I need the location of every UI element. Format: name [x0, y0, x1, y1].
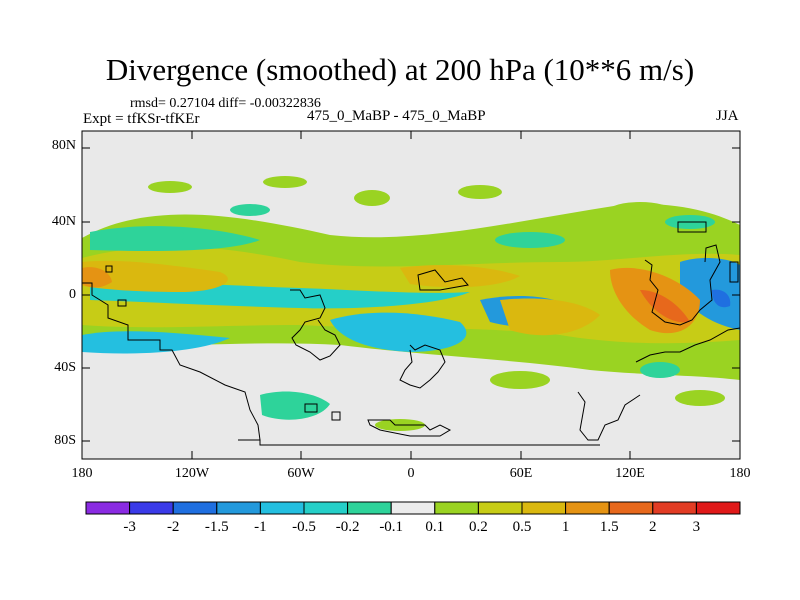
shading-negative-pacific-core — [712, 289, 731, 308]
lat-tick-0: 0 — [69, 287, 76, 302]
colorbar-label: 1 — [561, 519, 570, 535]
colorbar-label: -0.2 — [335, 519, 360, 535]
shading-patch — [495, 232, 565, 248]
shading-patch — [490, 371, 550, 389]
coastline-asia-east — [644, 244, 721, 326]
coastline-island — [117, 299, 127, 307]
lat-tick-40n: 40N — [51, 214, 76, 229]
latitude-tick-marks — [82, 147, 740, 442]
colorbar-swatch — [129, 501, 174, 515]
map-panel — [81, 130, 741, 460]
coastline-island — [729, 261, 739, 283]
shading-negative-southern — [260, 391, 330, 420]
longitude-tick-marks — [81, 131, 741, 459]
colorbar-swatch — [172, 501, 218, 515]
coastline-north-africa — [417, 269, 469, 291]
colorbar-label: 2 — [649, 519, 657, 535]
coastlines — [82, 221, 740, 446]
lon-tick-60w: 60W — [287, 466, 315, 481]
shading-patch — [354, 190, 390, 206]
colorbar-swatch — [259, 501, 305, 515]
coastline-africa — [399, 344, 446, 389]
lat-tick-80n: 80N — [51, 138, 76, 153]
shading-patch — [640, 362, 680, 378]
coastline-antarctica — [238, 439, 600, 446]
shading-positive-west — [82, 260, 228, 292]
colorbar-label: -1 — [254, 519, 267, 535]
colorbar-label: -2 — [166, 519, 180, 535]
shading-patch — [610, 202, 670, 218]
season-label: JJA — [716, 108, 739, 124]
coastline-australia — [635, 327, 740, 363]
shading-patch — [115, 227, 185, 245]
lon-tick-180w: 180 — [71, 466, 93, 481]
shading-patch — [230, 204, 270, 216]
lon-tick-120w: 120W — [174, 466, 210, 481]
shading-positive-central — [400, 265, 520, 288]
shading-patch — [458, 185, 502, 199]
coastline-island — [105, 265, 113, 273]
lon-tick-120e: 120E — [615, 466, 645, 481]
colorbar-label: -0.5 — [292, 519, 316, 535]
lon-tick-0: 0 — [407, 466, 415, 481]
coastline-ice-shelf — [367, 419, 452, 437]
shading-patch — [263, 176, 307, 188]
colorbar-label: 1.5 — [599, 519, 619, 535]
coastline-south-america — [290, 289, 341, 361]
colorbar-swatch — [695, 501, 741, 515]
colorbar-swatch — [608, 501, 654, 515]
colorbar-swatch — [434, 501, 479, 515]
coastline-island — [304, 403, 318, 413]
coastline-antarctica-east — [577, 391, 641, 441]
lat-tick-80s: 80S — [54, 433, 76, 448]
colorbar-label: 3 — [692, 519, 701, 535]
rmsd-diff-stats: rmsd= 0.27104 diff= -0.00322836 — [130, 96, 321, 111]
map-title: Divergence (smoothed) at 200 hPa (10**6 … — [105, 52, 695, 87]
divergence-field — [82, 176, 740, 431]
shading-positive-west-core — [82, 267, 112, 288]
shading-patch — [675, 390, 725, 406]
lat-tick-40s: 40S — [54, 360, 76, 375]
colorbar-label: -3 — [123, 519, 136, 535]
shading-negative-southwest — [82, 331, 230, 354]
colorbar-label: 0.1 — [425, 519, 445, 535]
colorbar-label: 0.2 — [469, 519, 488, 535]
shading-negative-central — [330, 312, 467, 352]
colorbar-swatch — [390, 501, 436, 515]
coastline-west-america — [82, 282, 261, 441]
colorbar — [85, 501, 741, 515]
colorbar-swatch — [85, 501, 131, 515]
shading-negative-pacific — [680, 258, 740, 330]
case-comparison-label: 475_0_MaBP - 475_0_MaBP — [307, 108, 486, 124]
colorbar-swatch — [347, 501, 392, 515]
lon-tick-180e: 180 — [729, 466, 751, 481]
coastline-island — [331, 411, 341, 421]
shading-positive-southeast — [500, 298, 600, 336]
colorbar-swatch — [477, 501, 523, 515]
colorbar-swatch — [303, 501, 349, 515]
colorbar-label: 0.5 — [512, 519, 532, 535]
colorbar-swatch — [565, 501, 610, 515]
experiment-label: Expt = tfKSr-tfKEr — [83, 111, 200, 127]
shading-patch — [148, 181, 192, 193]
colorbar-swatch — [652, 501, 697, 515]
colorbar-swatch — [216, 501, 261, 515]
coastline-island — [677, 221, 707, 233]
lon-tick-60e: 60E — [509, 466, 533, 481]
colorbar-label: -1.5 — [204, 519, 229, 535]
shading-positive-east-core — [640, 290, 690, 323]
colorbar-label: -0.1 — [379, 519, 404, 535]
colorbar-swatch — [521, 501, 567, 515]
